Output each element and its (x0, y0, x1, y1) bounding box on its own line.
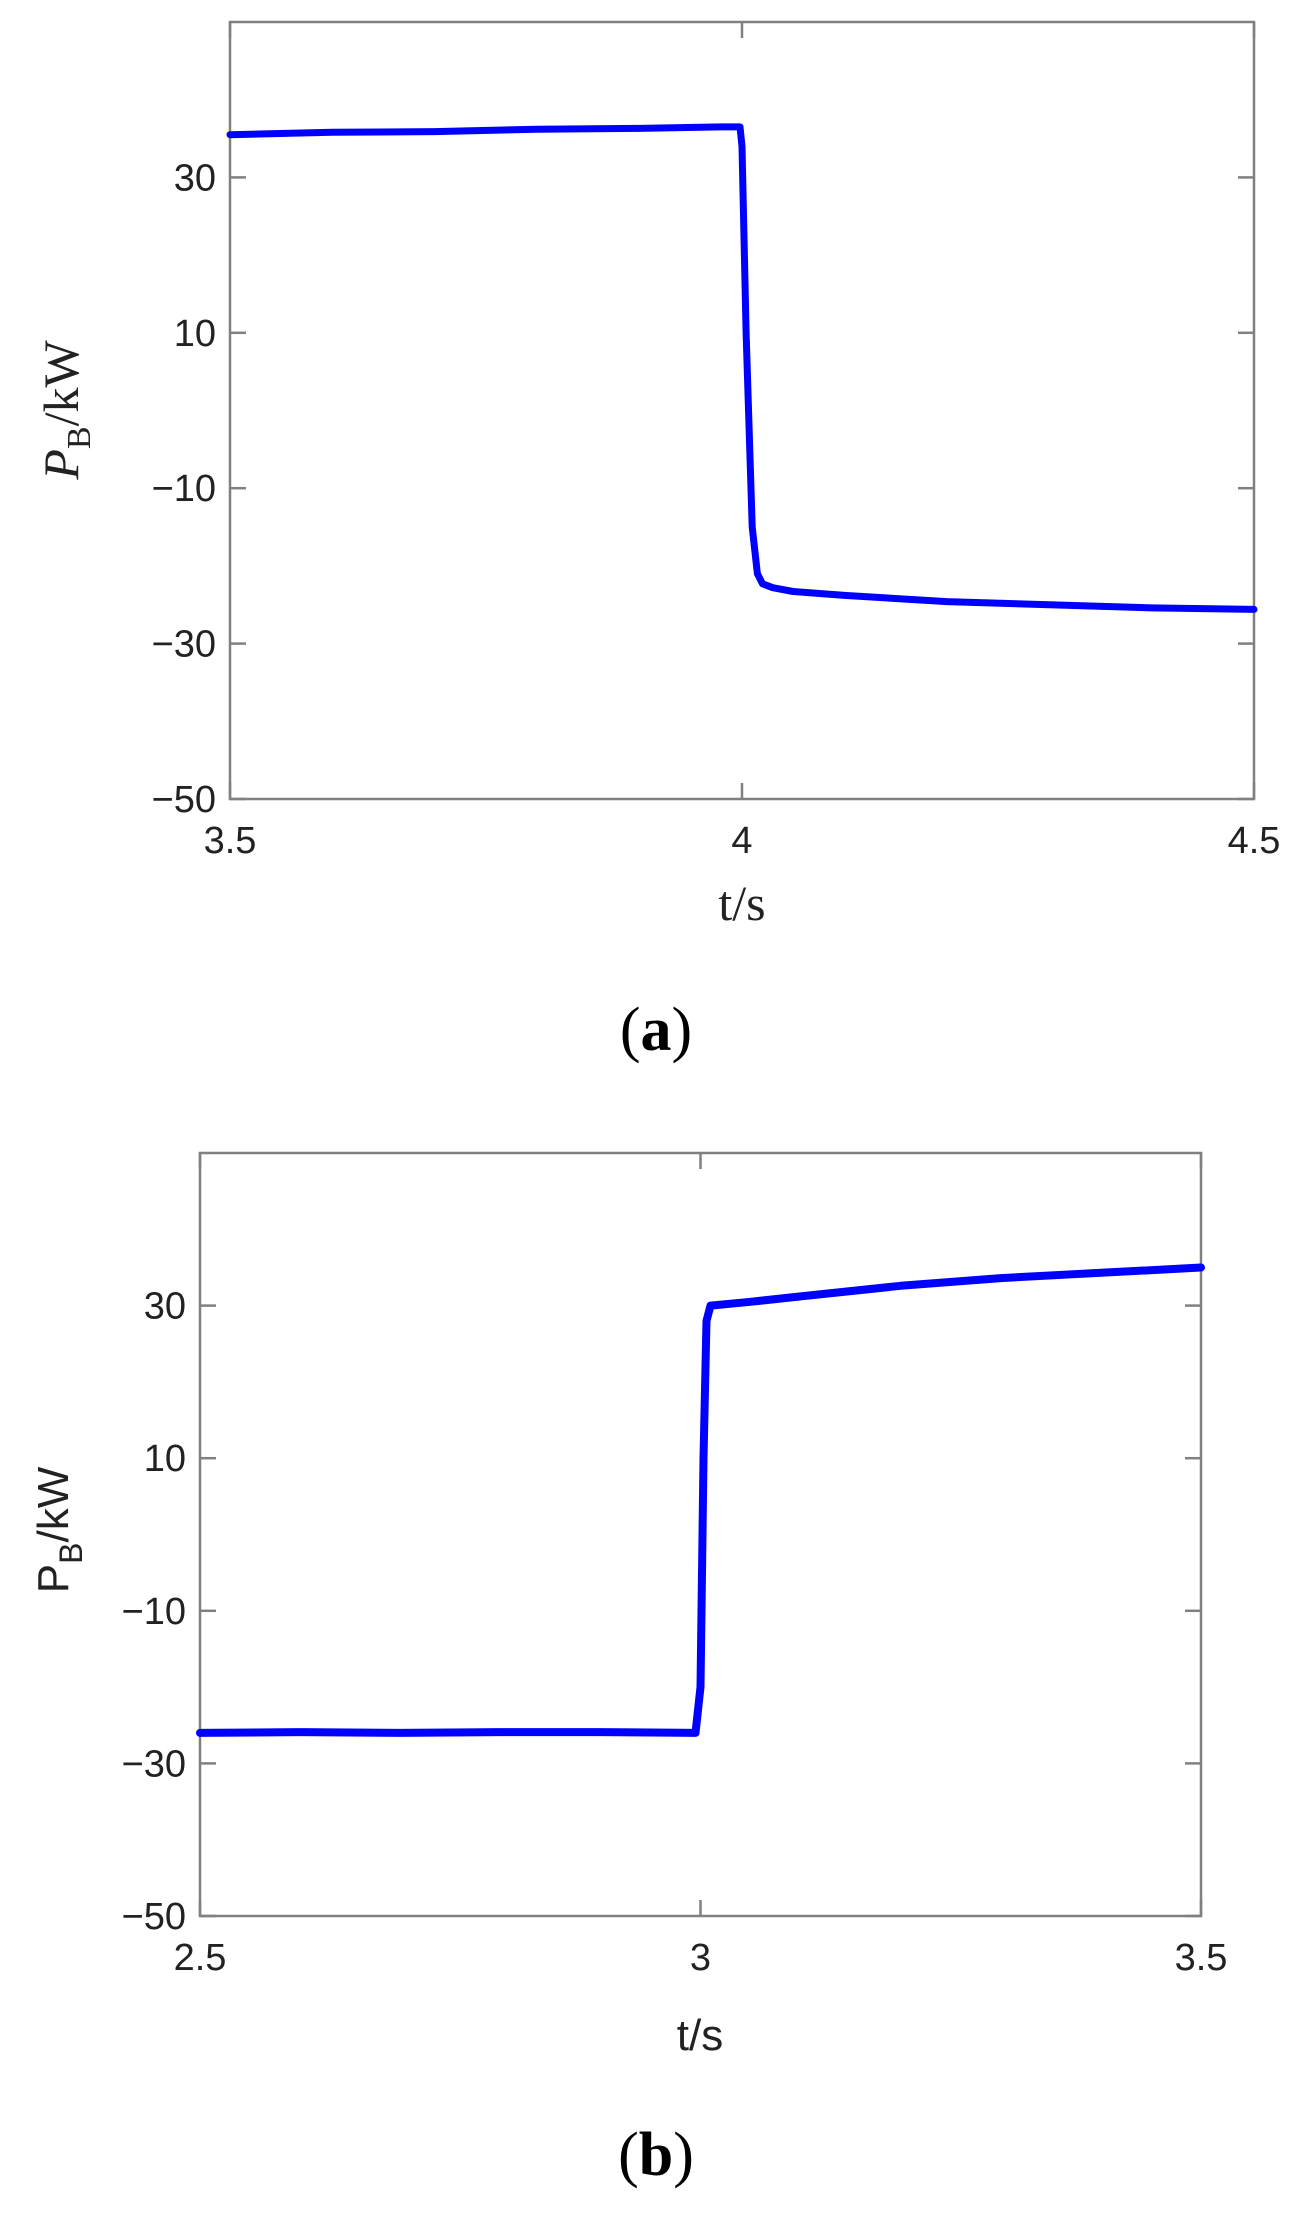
panel-label-b: (b) (618, 2121, 694, 2189)
x-ticks-a: 3.5 4 4.5 (204, 22, 1281, 862)
x-tick-label: 3.5 (1175, 1937, 1228, 1979)
panel-label-a: (a) (620, 996, 692, 1064)
x-tick-label: 4 (731, 820, 752, 862)
y-axis-label-rest-b: /kW (29, 1466, 78, 1542)
y-tick-label: 10 (174, 313, 216, 355)
y-tick-label: 30 (144, 1286, 186, 1328)
x-tick-label: 2.5 (174, 1937, 227, 1979)
y-axis-label-sub-a: B (61, 426, 98, 449)
x-tick-label: 3 (690, 1937, 711, 1979)
x-axis-label-b: t/s (677, 2011, 723, 2060)
y-axis-label-main-a: P (33, 449, 89, 481)
y-axis-label-rest-a: /kW (33, 340, 89, 427)
y-axis-label-main-b: P (29, 1564, 78, 1593)
y-tick-label: −10 (122, 1591, 186, 1633)
x-ticks-b: 2.5 3 3.5 (174, 1153, 1228, 1979)
chart-panel-a: 30 10 −10 −30 −50 3.5 4 4.5 t/s PB/kW (a) (33, 20, 1281, 1064)
x-tick-label: 4.5 (1228, 820, 1281, 862)
y-axis-label-sub-b: B (53, 1543, 89, 1564)
y-axis-label-b: PB/kW (29, 1466, 89, 1593)
series-line-b (196, 1263, 1205, 1737)
y-tick-label: −50 (122, 1896, 186, 1938)
chart-panel-b: 30 10 −10 −30 −50 2.5 3 3.5 t/s PB/kW (b) (29, 1151, 1228, 2189)
y-tick-label: 10 (144, 1438, 186, 1480)
y-axis-label-a: PB/kW (33, 340, 98, 481)
y-tick-label: −30 (122, 1743, 186, 1785)
x-axis-label-a: t/s (718, 875, 765, 931)
x-tick-label: 3.5 (204, 820, 257, 862)
y-tick-label: −10 (152, 468, 216, 510)
y-tick-label: −50 (152, 779, 216, 821)
y-ticks-a: 30 10 −10 −30 −50 (152, 157, 1254, 821)
y-tick-label: −30 (152, 624, 216, 666)
series-line-a (226, 123, 1258, 613)
y-ticks-b: 30 10 −10 −30 −50 (122, 1286, 1201, 1938)
y-tick-label: 30 (174, 157, 216, 199)
